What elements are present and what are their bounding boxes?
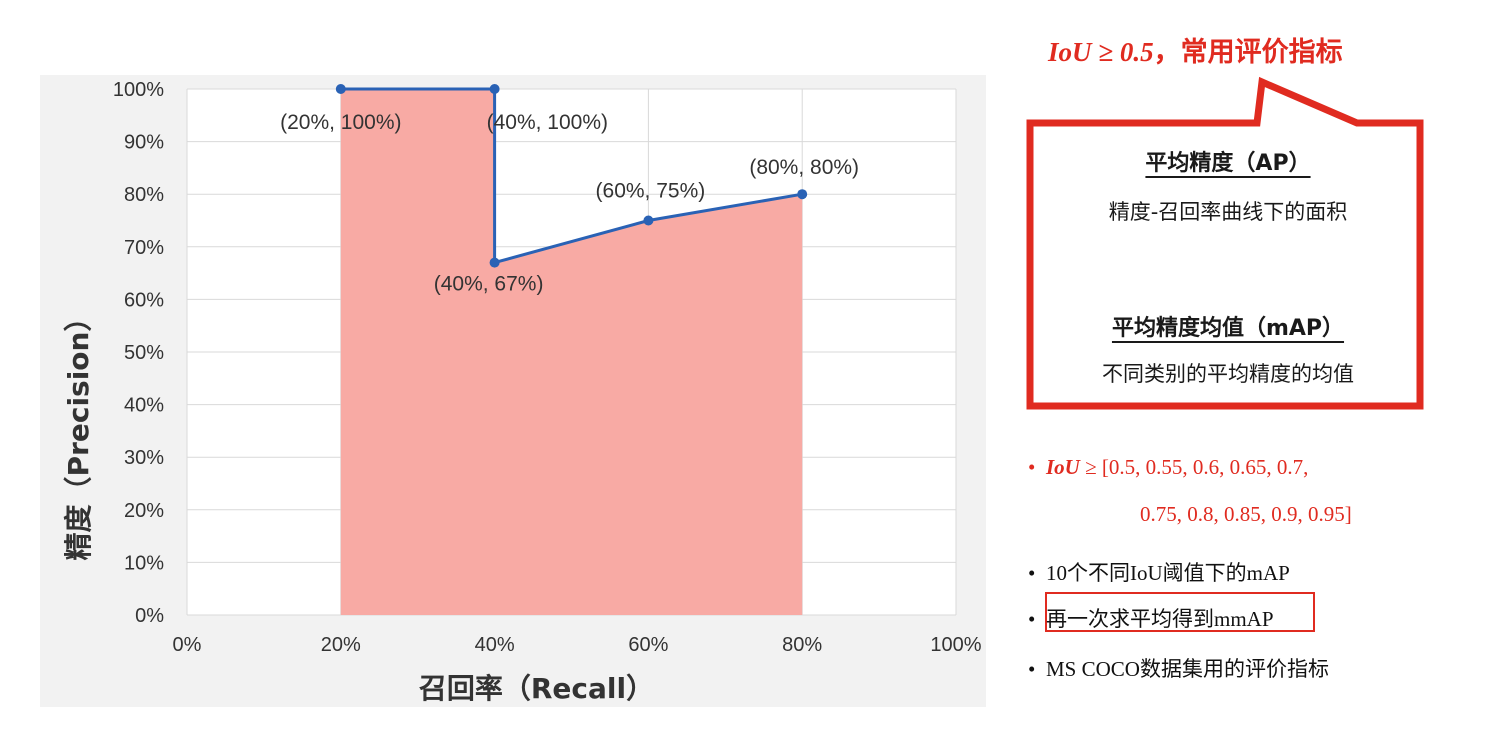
data-point — [797, 189, 808, 200]
callout-box-frame — [1026, 76, 1424, 410]
bullet-item-2: • 再一次求平均得到mmAP — [1028, 603, 1274, 633]
callout-heading-iou: IoU ≥ 0.5 — [1048, 37, 1154, 67]
bullet-dot: • — [1028, 607, 1036, 631]
bullet-dot: • — [1028, 657, 1036, 681]
y-axis-title: 精度（Precision） — [62, 304, 95, 561]
y-tick-label: 0% — [135, 605, 164, 627]
data-point — [643, 215, 654, 226]
ap-description: 精度-召回率曲线下的面积 — [1108, 200, 1348, 224]
x-tick-label: 100% — [930, 634, 981, 656]
data-label: (80%, 80%) — [749, 156, 859, 179]
y-tick-label: 50% — [124, 342, 164, 364]
data-label: (40%, 100%) — [487, 111, 608, 134]
chart-panel: 0% 10% 20% 30% 40% 50% 60% 70% 80% 90% 100% 0% 20% 40… — [40, 75, 986, 707]
callout-heading-text: ，常用评价指标 — [1153, 37, 1343, 68]
y-tick-label: 90% — [124, 132, 164, 154]
y-tick-label: 100% — [113, 79, 164, 101]
pr-curve-chart: 0% 10% 20% 30% 40% 50% 60% 70% 80% 90% 100% 0% 20% 40… — [62, 79, 982, 705]
area-fill — [340, 89, 803, 615]
y-tick-label: 30% — [124, 447, 164, 469]
data-label: (40%, 67%) — [434, 273, 544, 296]
bullet-dot: • — [1028, 561, 1036, 585]
callout-box — [1026, 76, 1424, 410]
bullet-iou-label: IoU — [1046, 455, 1080, 479]
highlight-box — [1045, 592, 1315, 632]
x-tick-label: 80% — [782, 634, 822, 656]
data-point — [335, 84, 346, 94]
data-label: (60%, 75%) — [596, 180, 706, 203]
bullet-iou-list-line2: 0.75, 0.8, 0.85, 0.9, 0.95] — [1140, 502, 1352, 526]
y-tick-label: 40% — [124, 395, 164, 417]
data-point — [489, 257, 500, 268]
bullet-item-1-text: 10个不同IoU阈值下的mAP — [1046, 561, 1290, 585]
data-point — [489, 84, 500, 94]
bullet-dot: • — [1028, 455, 1036, 479]
y-tick-label: 70% — [124, 237, 164, 259]
data-label: (20%, 100%) — [280, 111, 401, 134]
bullet-item-2-text: 再一次求平均得到mmAP — [1046, 607, 1274, 631]
map-title: 平均精度均值（mAP） — [1111, 316, 1345, 341]
callout-heading: IoU ≥ 0.5，常用评价指标 — [1048, 30, 1343, 69]
x-tick-label: 20% — [321, 634, 361, 656]
map-description: 不同类别的平均精度的均值 — [1102, 362, 1354, 386]
x-tick-label: 0% — [173, 634, 202, 656]
x-axis-title: 召回率（Recall） — [419, 672, 654, 705]
bullet-item-3: • MS COCO数据集用的评价指标 — [1028, 653, 1329, 683]
y-tick-label: 10% — [124, 552, 164, 574]
y-tick-label: 20% — [124, 500, 164, 522]
x-tick-label: 60% — [628, 634, 668, 656]
bullet-iou-thresholds: • IoU ≥ [0.5, 0.55, 0.6, 0.65, 0.7, — [1028, 455, 1308, 480]
ap-title: 平均精度（AP） — [1145, 151, 1311, 176]
x-tick-label: 40% — [475, 634, 515, 656]
y-tick-label: 60% — [124, 289, 164, 311]
y-tick-label: 80% — [124, 184, 164, 206]
bullet-item-1: • 10个不同IoU阈值下的mAP — [1028, 557, 1290, 587]
bullet-iou-list-line1: ≥ [0.5, 0.55, 0.6, 0.65, 0.7, — [1079, 455, 1309, 479]
bullet-item-3-text: MS COCO数据集用的评价指标 — [1046, 657, 1329, 681]
